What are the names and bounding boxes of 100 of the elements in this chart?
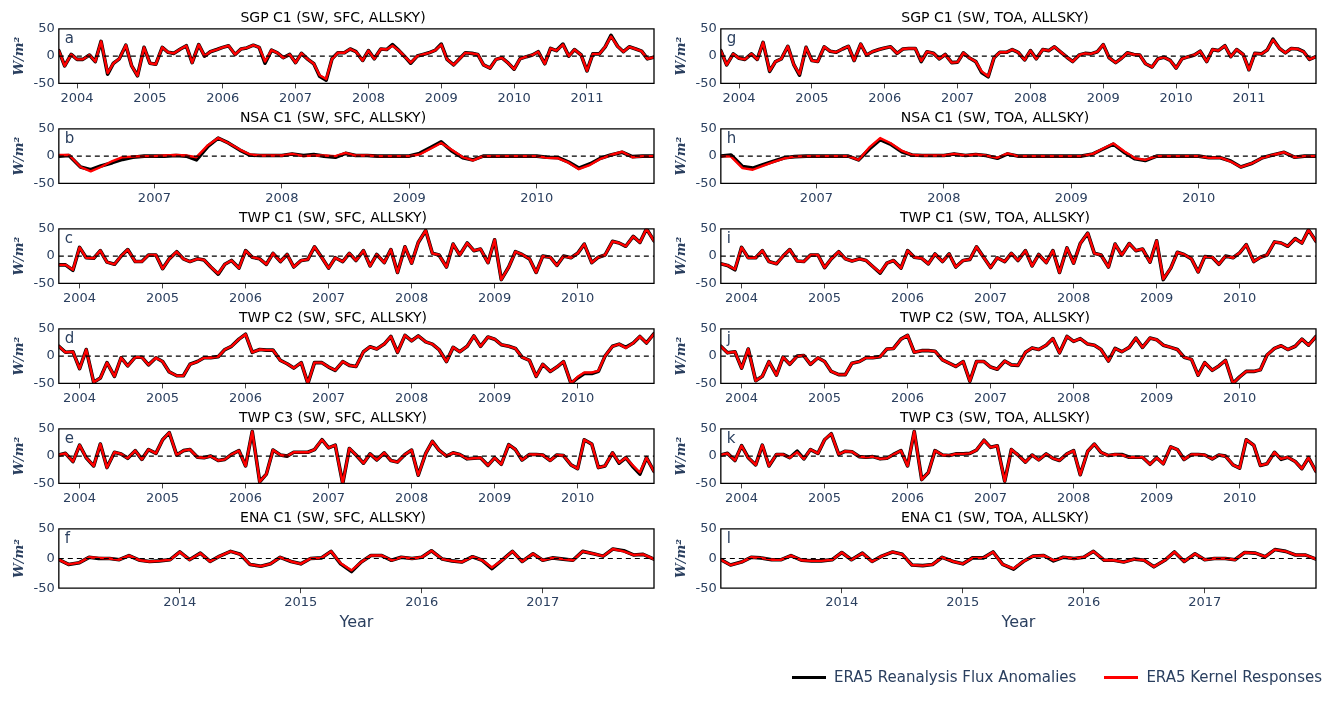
y-tick-label: 50 [700, 120, 717, 136]
x-tick-label: 2006 [229, 389, 263, 405]
y-tick-label: 0 [46, 47, 55, 63]
x-tick-label: 2009 [478, 289, 512, 305]
x-tick-label: 2010 [520, 189, 554, 205]
x-tick-label: 2005 [808, 289, 842, 305]
y-tick-label: -50 [695, 374, 717, 390]
y-tick-label: 50 [700, 520, 717, 536]
y-tick-label: -50 [33, 274, 55, 290]
annotation: l [726, 529, 731, 548]
x-tick-label: 2005 [795, 89, 829, 105]
x-tick-label: 2009 [1054, 189, 1088, 205]
x-tick-label: 2009 [478, 389, 512, 405]
annotation: a [64, 29, 75, 48]
x-tick-label: 2017 [526, 594, 560, 610]
y-tick-label: 50 [38, 520, 55, 536]
y-tick-label: 0 [708, 347, 717, 363]
x-tick-label: 2007 [974, 289, 1008, 305]
y-axis-title: W/m² [673, 136, 689, 176]
y-tick-label: 0 [708, 447, 717, 463]
y-tick-label: -50 [33, 474, 55, 490]
x-tick-label: 2008 [1057, 389, 1091, 405]
chart-title: TWP C2 (SW, SFC, ALLSKY) [238, 309, 427, 326]
y-tick-label: 0 [46, 347, 55, 363]
y-tick-label: 50 [700, 220, 717, 236]
x-tick-label: 2006 [868, 89, 902, 105]
x-tick-label: 2004 [63, 389, 97, 405]
y-tick-label: -50 [33, 374, 55, 390]
x-tick-label: 2008 [265, 189, 299, 205]
x-tick-label: 2006 [891, 489, 925, 505]
legend-label: ERA5 Kernel Responses [1146, 668, 1322, 686]
y-axis-title: W/m² [11, 136, 27, 176]
x-tick-label: 2009 [1140, 289, 1174, 305]
x-tick-label: 2010 [1159, 89, 1193, 105]
x-tick-label: 2007 [137, 189, 171, 205]
y-tick-label: 0 [46, 447, 55, 463]
y-axis-title: W/m² [673, 36, 689, 76]
y-tick-label: -50 [33, 579, 55, 595]
x-tick-label: 2008 [395, 489, 429, 505]
x-tick-label: 2008 [395, 389, 429, 405]
chart-title: TWP C1 (SW, SFC, ALLSKY) [238, 209, 427, 226]
x-tick-label: 2009 [424, 89, 458, 105]
y-tick-label: 50 [38, 220, 55, 236]
x-tick-label: 2005 [146, 489, 180, 505]
x-tick-label: 2014 [163, 594, 197, 610]
x-tick-label: 2005 [146, 289, 180, 305]
x-tick-label: 2004 [722, 89, 756, 105]
y-tick-label: 0 [46, 147, 55, 163]
x-tick-label: 2007 [312, 489, 346, 505]
annotation: h [726, 129, 737, 148]
chart-title: NSA C1 (SW, SFC, ALLSKY) [239, 109, 427, 126]
x-tick-label: 2010 [561, 389, 595, 405]
y-tick-label: -50 [695, 579, 717, 595]
x-tick-label: 2011 [570, 89, 604, 105]
x-tick-label: 2006 [206, 89, 240, 105]
x-tick-label: 2006 [229, 289, 263, 305]
annotation: j [725, 329, 731, 348]
annotation: f [64, 529, 71, 548]
x-tick-label: 2010 [1223, 289, 1257, 305]
x-tick-label: 2008 [927, 189, 961, 205]
y-tick-label: 0 [708, 147, 717, 163]
x-tick-label: 2008 [1057, 489, 1091, 505]
x-tick-label: 2017 [1188, 594, 1222, 610]
y-tick-label: 50 [38, 20, 55, 36]
x-axis-title: Year [1000, 611, 1036, 631]
x-tick-label: 2008 [1057, 289, 1091, 305]
y-tick-label: -50 [695, 74, 717, 90]
x-tick-label: 2010 [1223, 389, 1257, 405]
x-tick-label: 2004 [725, 489, 759, 505]
y-tick-label: 0 [708, 247, 717, 263]
x-tick-label: 2004 [725, 289, 759, 305]
x-tick-label: 2015 [284, 594, 318, 610]
x-tick-label: 2007 [312, 289, 346, 305]
chart-title: TWP C3 (SW, TOA, ALLSKY) [898, 409, 1091, 426]
y-axis-title: W/m² [11, 236, 27, 276]
y-tick-label: 50 [38, 420, 55, 436]
x-tick-label: 2007 [974, 489, 1008, 505]
x-tick-label: 2004 [725, 389, 759, 405]
chart-title: SGP C1 (SW, SFC, ALLSKY) [240, 9, 426, 26]
legend-label: ERA5 Reanalysis Flux Anomalies [833, 668, 1077, 686]
y-tick-label: 0 [708, 47, 717, 63]
y-tick-label: -50 [695, 274, 717, 290]
x-tick-label: 2007 [799, 189, 833, 205]
annotation: d [64, 329, 75, 348]
x-tick-label: 2006 [891, 289, 925, 305]
x-tick-label: 2010 [561, 489, 595, 505]
x-tick-label: 2005 [146, 389, 180, 405]
chart-title: SGP C1 (SW, TOA, ALLSKY) [901, 9, 1089, 26]
x-tick-label: 2008 [395, 289, 429, 305]
y-axis-title: W/m² [673, 436, 689, 476]
y-axis-title: W/m² [673, 236, 689, 276]
x-tick-label: 2006 [891, 389, 925, 405]
x-tick-label: 2004 [60, 89, 94, 105]
annotation: e [64, 429, 75, 448]
annotation: c [64, 229, 74, 248]
chart-title: ENA C1 (SW, SFC, ALLSKY) [240, 509, 426, 526]
x-tick-label: 2010 [1182, 189, 1216, 205]
annotation: i [726, 229, 731, 248]
x-tick-label: 2007 [974, 389, 1008, 405]
x-tick-label: 2005 [133, 89, 167, 105]
